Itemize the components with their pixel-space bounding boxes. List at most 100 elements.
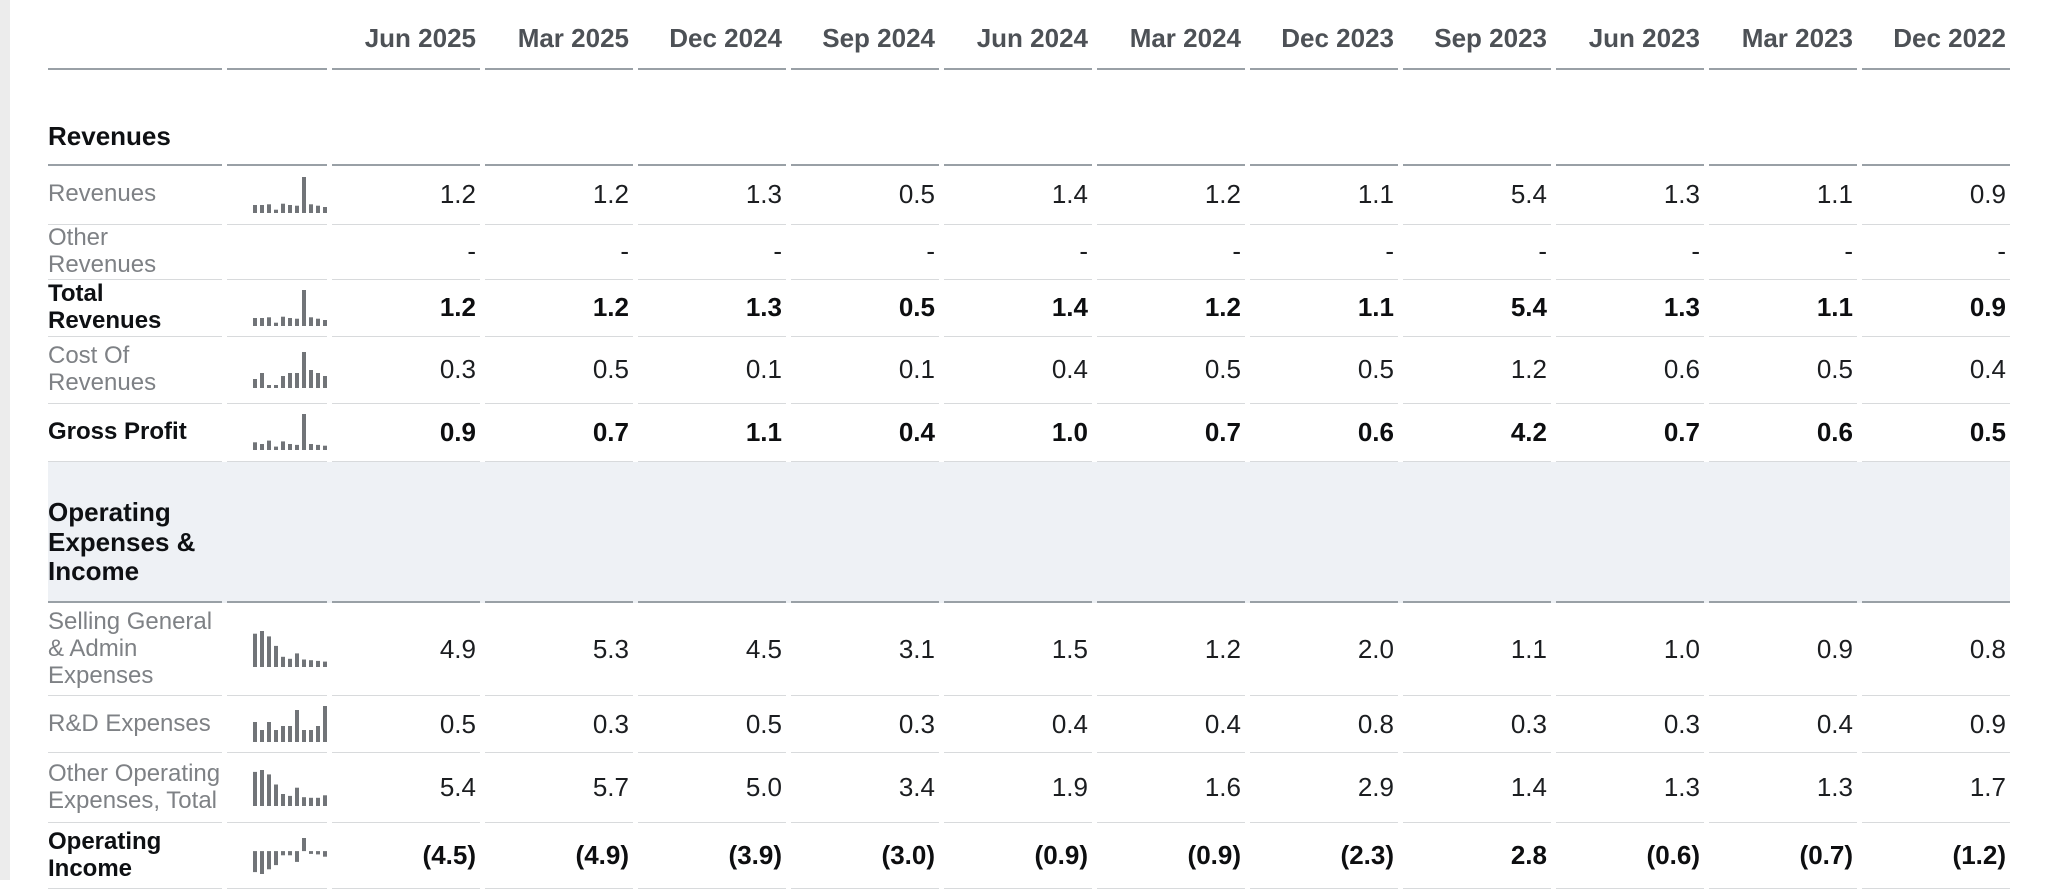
sparkline-cell — [227, 823, 327, 889]
value-cell: - — [1403, 225, 1551, 280]
sparkline-bar — [309, 797, 313, 806]
section-header-cell — [332, 462, 480, 604]
table-row: Revenues 1.2 1.2 1.3 0.5 1.4 1.2 1.1 5.4 1.3 1.1 0.… — [48, 166, 2010, 225]
value-cell: (4.9) — [485, 823, 633, 889]
row-label: Gross Profit — [48, 417, 187, 445]
value-cell: 0.5 — [1250, 337, 1398, 404]
sparkline-bar — [260, 730, 264, 743]
value-cell: 0.3 — [332, 337, 480, 404]
sparkline-bar — [323, 206, 327, 213]
value-cell: 5.3 — [485, 603, 633, 697]
sparkline-bar — [288, 444, 292, 451]
row-label: Revenues — [48, 180, 157, 208]
sparkline-bar — [316, 661, 320, 668]
table-row: Total Revenues 1.2 1.2 1.3 0.5 1.4 1.2 1.1 5.4 1.… — [48, 280, 2010, 337]
row-label: R&D Expenses — [48, 709, 211, 737]
section-header-row: Revenues — [48, 70, 2010, 166]
value-cell: 0.3 — [791, 696, 939, 754]
sparkline-bar — [267, 774, 271, 806]
sparkline — [253, 631, 327, 668]
sparkline-bar — [309, 316, 313, 326]
sparkline-cell — [227, 337, 327, 404]
value-cell: 0.7 — [1556, 404, 1704, 462]
table-row: R&D Expenses 0.5 0.3 0.5 0.3 0.4 0.4 0.8 0.3 0.3 0… — [48, 696, 2010, 754]
value-cell: 0.9 — [332, 404, 480, 462]
section-header-cell — [1097, 70, 1245, 166]
section-header-cell — [791, 462, 939, 604]
value-cell: 2.0 — [1250, 603, 1398, 697]
value-cell: 0.8 — [1250, 696, 1398, 754]
value-cell: 1.2 — [485, 166, 633, 225]
value-cell: 1.3 — [638, 280, 786, 337]
column-header-row: Jun 2025 Mar 2025 Dec 2024 Sep 2024 Jun 2024… — [48, 0, 2010, 70]
value-cell: 3.1 — [791, 603, 939, 697]
value-cell: 4.2 — [1403, 404, 1551, 462]
value-cell: (3.0) — [791, 823, 939, 889]
table-row: Selling General & Admin Expenses 4.9 5.3 4.… — [48, 603, 2010, 697]
value-cell: 0.9 — [1709, 603, 1857, 697]
sparkline-bar — [302, 837, 306, 851]
value-cell: 1.2 — [485, 280, 633, 337]
sparkline — [253, 351, 327, 388]
sparkline-bar — [302, 414, 306, 451]
sparkline-bar — [316, 318, 320, 326]
row-label-cell: Other Operating Expenses, Total — [48, 753, 222, 824]
value-cell: 1.7 — [1862, 753, 2010, 824]
value-cell: 0.9 — [1862, 166, 2010, 225]
sparkline-bar — [295, 318, 299, 326]
value-cell: 0.1 — [791, 337, 939, 404]
section-header-cell — [485, 70, 633, 166]
section-header-cell — [1709, 462, 1857, 604]
value-cell: (4.5) — [332, 823, 480, 889]
value-cell: 0.6 — [1556, 337, 1704, 404]
table-row: Operating Income (4.5) (4.9) (3.9) (3.0) (0.9… — [48, 823, 2010, 889]
value-cell: 0.3 — [485, 696, 633, 754]
value-cell: 0.3 — [1556, 696, 1704, 754]
value-cell: 1.5 — [944, 603, 1092, 697]
section-header-cell — [1862, 70, 2010, 166]
sparkline-bar — [323, 375, 327, 388]
sparkline-bar — [274, 850, 278, 865]
row-label-cell: Operating Income — [48, 823, 222, 889]
value-cell: 1.2 — [1097, 166, 1245, 225]
sparkline-cell — [227, 404, 327, 462]
value-cell: 1.1 — [1709, 280, 1857, 337]
value-cell: 0.9 — [1862, 280, 2010, 337]
section-header-cell — [638, 462, 786, 604]
value-cell: 2.9 — [1250, 753, 1398, 824]
row-label-cell: Gross Profit — [48, 404, 222, 462]
value-cell: 4.9 — [332, 603, 480, 697]
row-label-cell: Selling General & Admin Expenses — [48, 603, 222, 697]
value-cell: 1.3 — [638, 166, 786, 225]
value-cell: 1.1 — [1250, 280, 1398, 337]
sparkline-bar — [302, 351, 306, 388]
value-cell: 0.5 — [1709, 337, 1857, 404]
value-cell: 0.9 — [1862, 696, 2010, 754]
sparkline-cell — [227, 225, 327, 280]
sparkline-bar — [295, 710, 299, 743]
value-cell: 5.7 — [485, 753, 633, 824]
value-cell: 0.5 — [1862, 404, 2010, 462]
sparkline-bar — [274, 322, 278, 326]
value-cell: - — [1250, 225, 1398, 280]
sparkline-bar — [309, 730, 313, 743]
value-cell: (3.9) — [638, 823, 786, 889]
value-cell: (2.3) — [1250, 823, 1398, 889]
sparkline-bar — [281, 203, 285, 213]
sparkline-bar — [323, 795, 327, 806]
value-cell: 0.4 — [1709, 696, 1857, 754]
sparkline-bar — [316, 850, 320, 855]
value-cell: 0.5 — [332, 696, 480, 754]
column-header: Dec 2022 — [1862, 0, 2010, 70]
sparkline-bar — [260, 769, 264, 806]
row-label-cell: Total Revenues — [48, 280, 222, 337]
sparkline-bar — [274, 209, 278, 213]
value-cell: 1.2 — [1097, 280, 1245, 337]
sparkline-cell — [227, 603, 327, 697]
sparkline — [253, 289, 327, 326]
value-cell: 5.0 — [638, 753, 786, 824]
section-header-cell — [1403, 70, 1551, 166]
sparkline-bar — [295, 850, 299, 862]
value-cell: 0.5 — [1097, 337, 1245, 404]
